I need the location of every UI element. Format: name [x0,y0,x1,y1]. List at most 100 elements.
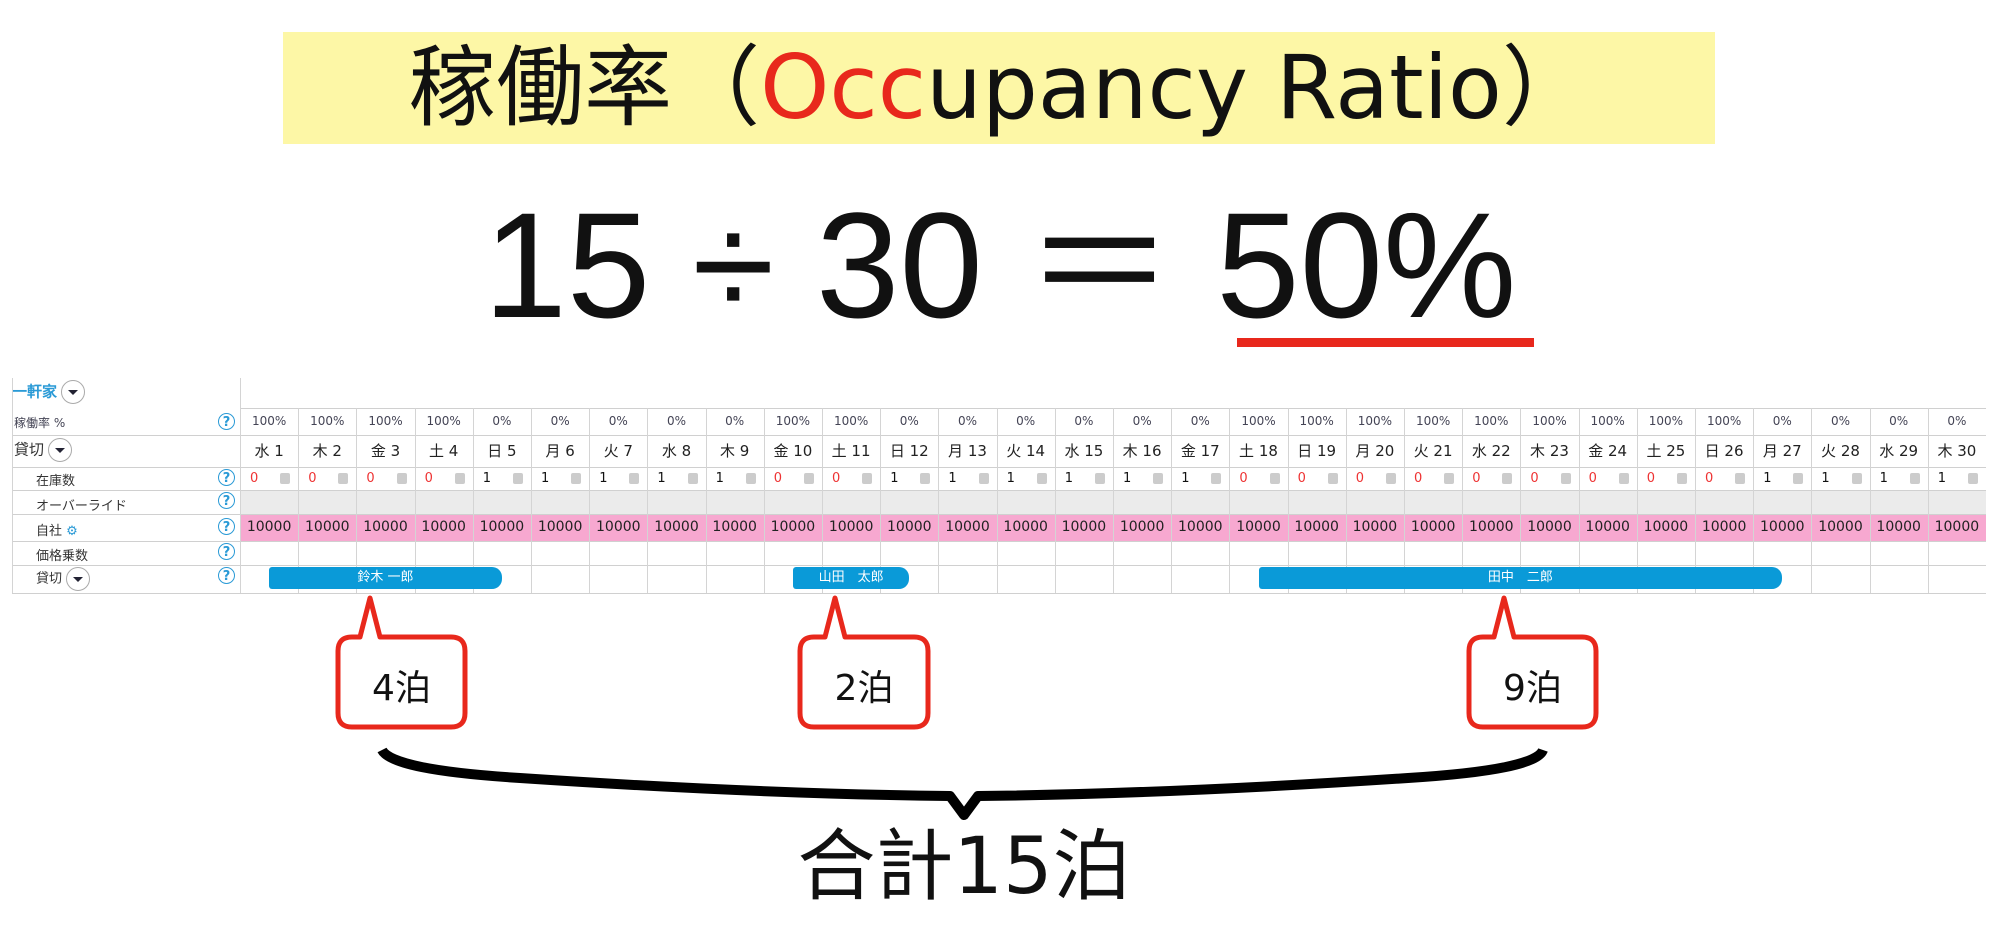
stock-cell[interactable]: 0 [356,467,414,490]
price-cell[interactable]: 10000 [537,519,583,535]
price-cell[interactable]: 10000 [828,519,874,535]
column-divider [647,408,648,593]
row-divider [12,593,1986,594]
stock-value: 0 [424,471,433,486]
price-cell[interactable]: 10000 [945,519,990,535]
occupancy-cell: 0% [1132,414,1152,428]
stock-cell[interactable]: 1 [647,467,705,490]
help-icon[interactable]: ? [218,492,235,509]
price-cell[interactable]: 10000 [1876,519,1921,535]
stock-cell[interactable]: 0 [1520,467,1578,490]
price-cell[interactable]: 10000 [1701,519,1747,535]
row-divider [12,541,1986,542]
stock-cell[interactable]: 1 [1055,467,1113,490]
plan-dropdown-chevron-down-icon[interactable] [48,438,73,462]
luggage-icon [862,473,873,484]
price-cell[interactable]: 10000 [1119,519,1165,535]
occupancy-cell: 100% [1474,414,1509,428]
price-cell[interactable]: 10000 [1760,519,1805,535]
price-cell[interactable]: 10000 [712,519,757,535]
price-cell[interactable]: 10000 [1469,519,1514,535]
price-cell[interactable]: 10000 [1352,519,1398,535]
column-divider [1753,408,1754,593]
price-cell[interactable]: 10000 [1003,519,1048,535]
occupancy-cell: 0% [957,414,977,428]
stock-cell[interactable]: 1 [589,467,647,490]
price-cell[interactable]: 10000 [770,519,816,535]
price-cell[interactable]: 10000 [421,519,466,535]
price-cell[interactable]: 10000 [363,519,408,535]
price-cell[interactable]: 10000 [246,519,292,535]
stock-value: 0 [1530,471,1539,486]
stock-value: 1 [1763,471,1772,486]
price-cell[interactable]: 10000 [596,519,641,535]
settings-gear-icon[interactable]: ⚙ [66,524,78,539]
price-cell[interactable]: 10000 [887,519,932,535]
stock-cell[interactable]: 1 [1811,467,1869,490]
price-cell[interactable]: 10000 [1585,519,1630,535]
occupancy-cell: 0% [666,414,686,428]
day-header: 土 18 [1239,442,1278,460]
stock-cell[interactable]: 1 [473,467,531,490]
price-cell[interactable]: 10000 [305,519,350,535]
stock-cell[interactable]: 0 [240,467,298,490]
stock-cell[interactable]: 1 [1870,467,1928,490]
luggage-icon [1851,473,1862,484]
stock-cell[interactable]: 0 [1637,467,1695,490]
price-cell[interactable]: 10000 [1818,519,1863,535]
stock-cell[interactable]: 0 [298,467,356,490]
stock-cell[interactable]: 0 [1346,467,1404,490]
price-cell[interactable]: 10000 [1178,519,1223,535]
stock-cell[interactable]: 0 [1404,467,1462,490]
price-cell[interactable]: 10000 [1527,519,1572,535]
price-cell[interactable]: 10000 [479,519,525,535]
column-divider [298,408,299,593]
stock-cell[interactable]: 0 [1288,467,1346,490]
help-icon[interactable]: ? [218,518,235,535]
stock-cell[interactable]: 0 [764,467,822,490]
help-icon[interactable]: ? [218,469,235,486]
stock-cell[interactable]: 0 [1695,467,1753,490]
stock-cell[interactable]: 1 [1928,467,1986,490]
stock-cell[interactable]: 1 [880,467,938,490]
booking-bar[interactable]: 山田 太郎 [792,567,910,589]
stock-cell[interactable]: 1 [1113,467,1171,490]
row-divider [12,565,1986,566]
price-cell[interactable]: 10000 [1643,519,1689,535]
stock-cell[interactable]: 1 [531,467,589,490]
stock-cell[interactable]: 0 [1579,467,1637,490]
price-cell[interactable]: 10000 [654,519,699,535]
day-header: 金 3 [370,442,401,460]
price-cell[interactable]: 10000 [1934,519,1980,535]
price-cell[interactable]: 10000 [1236,519,1281,535]
occupancy-cell: 0% [1889,414,1909,428]
group-header: 一軒家 [12,380,86,404]
booking-dropdown-chevron-down-icon[interactable] [66,567,91,591]
booking-bar[interactable]: 田中 二郎 [1258,567,1783,589]
occupancy-cell: 100% [310,414,345,428]
stock-cell[interactable]: 0 [1229,467,1287,490]
stock-value: 0 [832,471,841,486]
column-divider [938,408,939,593]
occupancy-row-label: 稼働率 % [14,416,66,430]
stock-cell[interactable]: 0 [1462,467,1520,490]
stock-cell[interactable]: 1 [706,467,764,490]
booking-bar[interactable]: 鈴木 一郎 [269,567,502,589]
help-icon[interactable]: ? [218,543,235,560]
price-cell[interactable]: 10000 [1294,519,1339,535]
price-cell[interactable]: 10000 [1410,519,1456,535]
stock-cell[interactable]: 0 [415,467,473,490]
total-brace [377,747,1548,820]
stock-cell[interactable]: 0 [822,467,880,490]
stock-cell[interactable]: 1 [938,467,996,490]
stock-cell[interactable]: 1 [1753,467,1811,490]
occupancy-cell: 100% [1532,414,1567,428]
stock-cell[interactable]: 1 [1171,467,1229,490]
price-cell[interactable]: 10000 [1061,519,1107,535]
stock-cell[interactable]: 1 [997,467,1055,490]
help-icon[interactable]: ? [218,567,235,584]
help-icon[interactable]: ? [218,413,235,430]
group-dropdown-chevron-down-icon[interactable] [61,380,86,404]
title-banner: 稼働率（ Occ upancy Ratio） [283,32,1715,144]
